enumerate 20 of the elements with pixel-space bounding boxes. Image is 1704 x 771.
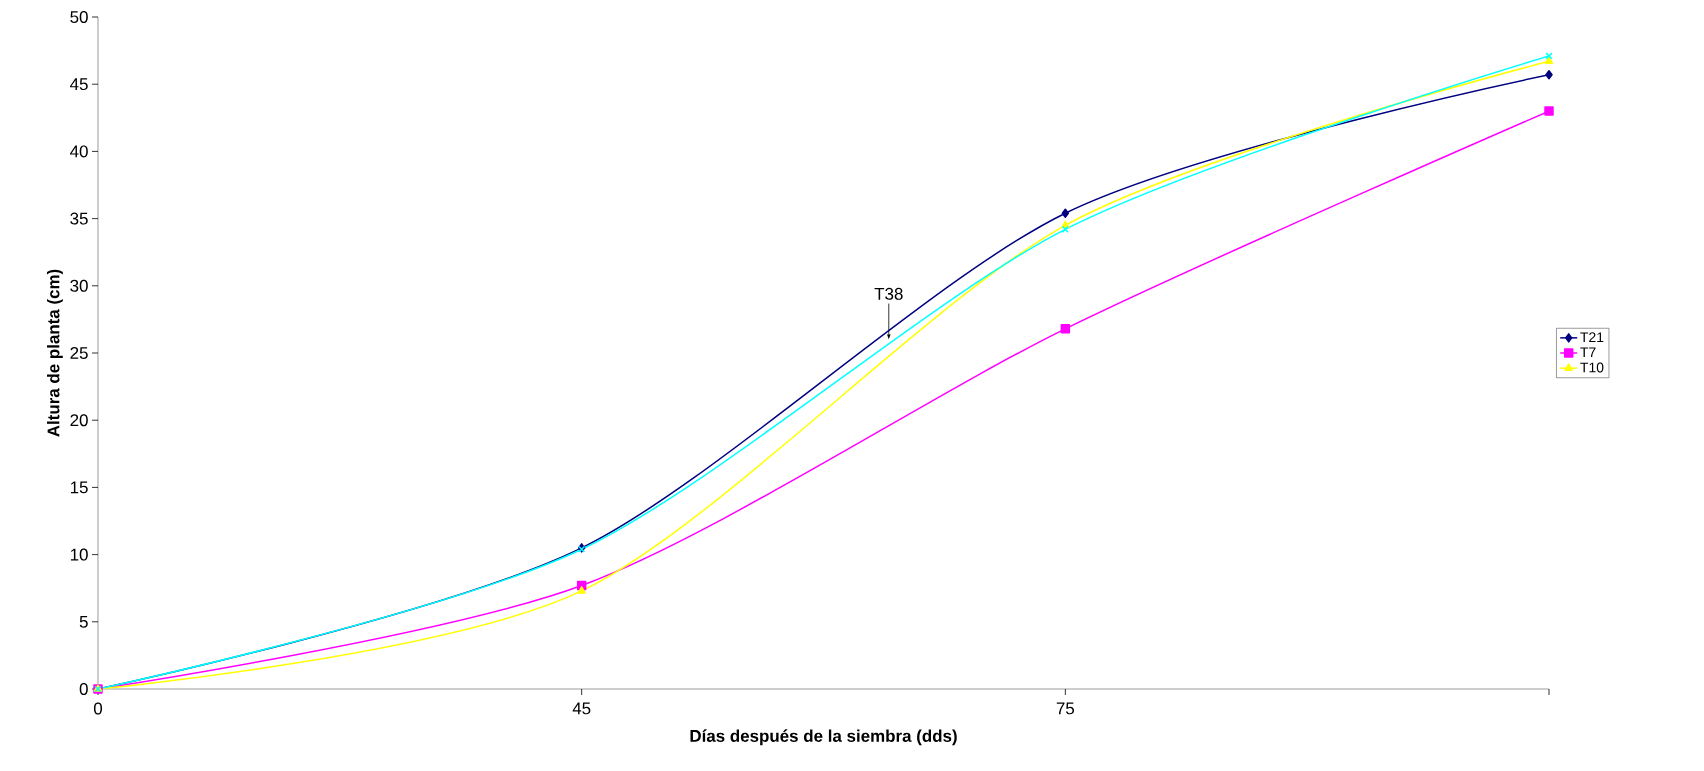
legend-label: T7 (1580, 347, 1596, 358)
x-axis-title: Días después de la siembra (dds) (690, 729, 957, 746)
legend-label: T21 (1580, 332, 1604, 342)
y-tick-label: 20 (70, 414, 88, 427)
y-tick-label: 0 (79, 683, 88, 695)
y-axis-title: Altura de planta (cm) (47, 269, 63, 437)
y-tick-label: 15 (70, 481, 88, 494)
legend-label: T10 (1580, 362, 1604, 373)
y-tick-label: 5 (79, 615, 88, 628)
x-tick-label: 75 (1056, 702, 1075, 715)
annotation: T38 (874, 287, 903, 300)
y-tick-label: 40 (70, 145, 88, 158)
y-tick-label: 35 (70, 212, 88, 225)
x-tick-label: 0 (93, 702, 103, 715)
y-tick-label: 30 (70, 279, 88, 292)
y-tick-label: 50 (70, 11, 88, 23)
y-tick-label: 10 (70, 548, 88, 561)
x-tick-label: 45 (572, 702, 591, 715)
y-tick-label: 25 (70, 347, 88, 359)
y-tick-label: 45 (70, 78, 88, 91)
